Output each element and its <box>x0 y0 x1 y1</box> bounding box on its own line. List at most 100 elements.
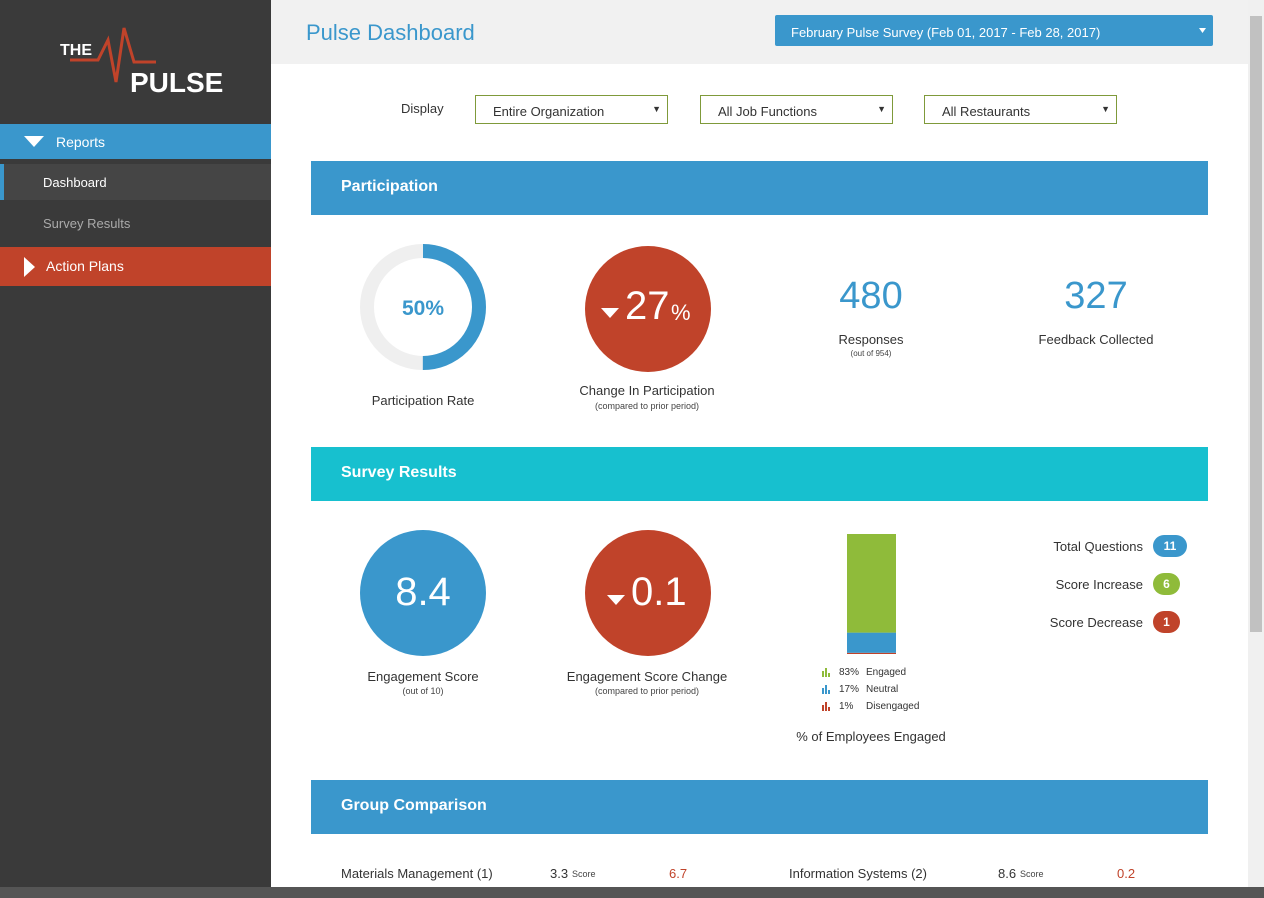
logo: THE PULSE <box>60 27 223 98</box>
feedback-count: 327 <box>1064 275 1128 317</box>
caption: % of Employees Engaged <box>796 729 946 744</box>
engagement-circle: 8.4 <box>360 530 486 656</box>
group-score: 3.3 <box>550 866 569 881</box>
change-number: 27 <box>625 284 670 328</box>
legend-icon-bar <box>822 671 824 677</box>
collapse-icon <box>24 257 35 277</box>
count-label: Score Decrease <box>1049 615 1143 630</box>
caption: Engagement Score <box>367 669 479 684</box>
dropdown-arrow <box>1199 28 1206 33</box>
count-badge: 11 <box>1153 535 1187 557</box>
engagement-score: 8.4 <box>395 570 451 614</box>
change-circle: 27 % <box>585 246 711 372</box>
group-score: 8.6 <box>998 866 1017 881</box>
legend-icon-bar <box>828 690 830 694</box>
caption-note: (out of 10) <box>402 686 444 696</box>
change-value: 0.1 <box>631 570 687 614</box>
participation-donut: 50% <box>360 244 486 370</box>
section-title: Survey Results <box>341 464 457 481</box>
bar-segment <box>847 534 896 633</box>
score-label: Score <box>572 869 596 879</box>
section-banner: Participation <box>311 161 1208 215</box>
menu-reports[interactable]: Reports <box>0 124 271 159</box>
sidebar: THE PULSE Reports Dashboard Survey Resul… <box>0 0 271 887</box>
caption: Responses <box>838 332 904 347</box>
filter-label: Display <box>401 101 444 116</box>
dropdown-arrow: ▼ <box>877 104 886 114</box>
caption-note: (compared to prior period) <box>594 401 700 411</box>
scrollbar[interactable] <box>1248 0 1264 887</box>
count-badge: 1 <box>1153 611 1180 633</box>
legend-icon-bar <box>828 707 830 711</box>
select-label: Entire Organization <box>493 104 605 119</box>
group-change: 0.2 <box>1117 866 1136 881</box>
legend-name: Engaged <box>866 667 906 678</box>
select-label: All Job Functions <box>718 104 817 119</box>
legend-name: Neutral <box>866 684 898 695</box>
page-title: Pulse Dashboard <box>306 20 475 45</box>
menu-label: Dashboard <box>43 175 107 190</box>
menu-label: Survey Results <box>43 216 131 231</box>
legend-icon-bar <box>825 702 827 711</box>
filter-select[interactable]: All Job Functions ▼ <box>700 95 893 124</box>
change-circle: 0.1 <box>585 530 711 656</box>
logo-pulse <box>70 27 156 83</box>
caption-note: (compared to prior period) <box>594 686 700 696</box>
legend-icon <box>822 685 830 694</box>
down-arrow <box>601 308 619 318</box>
legend-icon-bar <box>825 668 827 677</box>
bar-segment <box>847 652 896 654</box>
section-title: Participation <box>341 178 438 195</box>
logo-pulse-text: PULSE <box>130 67 223 98</box>
select-label: February Pulse Survey (Feb 01, 2017 - Fe… <box>791 25 1101 40</box>
bar-segment <box>847 632 896 653</box>
menu-survey-results[interactable]: Survey Results <box>0 205 271 241</box>
legend-value: 83% <box>839 667 859 678</box>
bottom-bar <box>0 887 1264 898</box>
legend-icon <box>822 702 830 711</box>
group-name: Materials Management (1) <box>341 866 493 881</box>
caption-note: (out of 954) <box>850 349 892 358</box>
survey-select[interactable]: February Pulse Survey (Feb 01, 2017 - Fe… <box>775 15 1213 46</box>
select-label: All Restaurants <box>942 104 1031 119</box>
legend-icon-bar <box>822 688 824 694</box>
dropdown-arrow: ▼ <box>652 104 661 114</box>
caption: Change In Participation <box>579 383 715 398</box>
filter-select[interactable]: All Restaurants ▼ <box>924 95 1117 124</box>
score-label: Score <box>1020 869 1044 879</box>
legend-icon-bar <box>828 673 830 677</box>
section-banner: Survey Results <box>311 447 1208 501</box>
responses-count: 480 <box>839 275 903 317</box>
logo-the: THE <box>60 42 92 59</box>
caption: Participation Rate <box>371 393 475 408</box>
legend-icon <box>822 668 830 677</box>
donut-arc <box>360 244 486 370</box>
filter-select[interactable]: Entire Organization ▼ <box>475 95 668 124</box>
legend-value: 17% <box>839 684 859 695</box>
legend-value: 1% <box>839 701 854 712</box>
menu-action-plans[interactable]: Action Plans <box>0 247 271 286</box>
caption: Feedback Collected <box>1038 332 1154 347</box>
down-arrow <box>607 595 625 605</box>
legend-icon-bar <box>825 685 827 694</box>
scroll-thumb[interactable] <box>1250 16 1262 632</box>
count-label: Score Increase <box>1055 577 1143 592</box>
group-change: 6.7 <box>669 866 688 881</box>
count-badge: 6 <box>1153 573 1180 595</box>
change-unit: % <box>671 300 691 325</box>
caption: Engagement Score Change <box>566 669 728 684</box>
engagement-breakdown: 83% Engaged 17% Neutral 1% Disengaged <box>822 534 919 712</box>
menu-label: Action Plans <box>46 258 124 274</box>
section-banner: Group Comparison <box>311 780 1208 834</box>
legend-icon-bar <box>822 705 824 711</box>
legend-name: Disengaged <box>866 701 919 712</box>
donut-label: 50% <box>402 297 444 320</box>
menu-dashboard[interactable]: Dashboard <box>0 164 271 200</box>
group-name: Information Systems (2) <box>789 866 927 881</box>
dropdown-arrow: ▼ <box>1101 104 1110 114</box>
count-label: Total Questions <box>1053 539 1143 554</box>
section-title: Group Comparison <box>341 797 487 814</box>
expand-icon <box>24 136 44 147</box>
menu-label: Reports <box>56 134 106 150</box>
